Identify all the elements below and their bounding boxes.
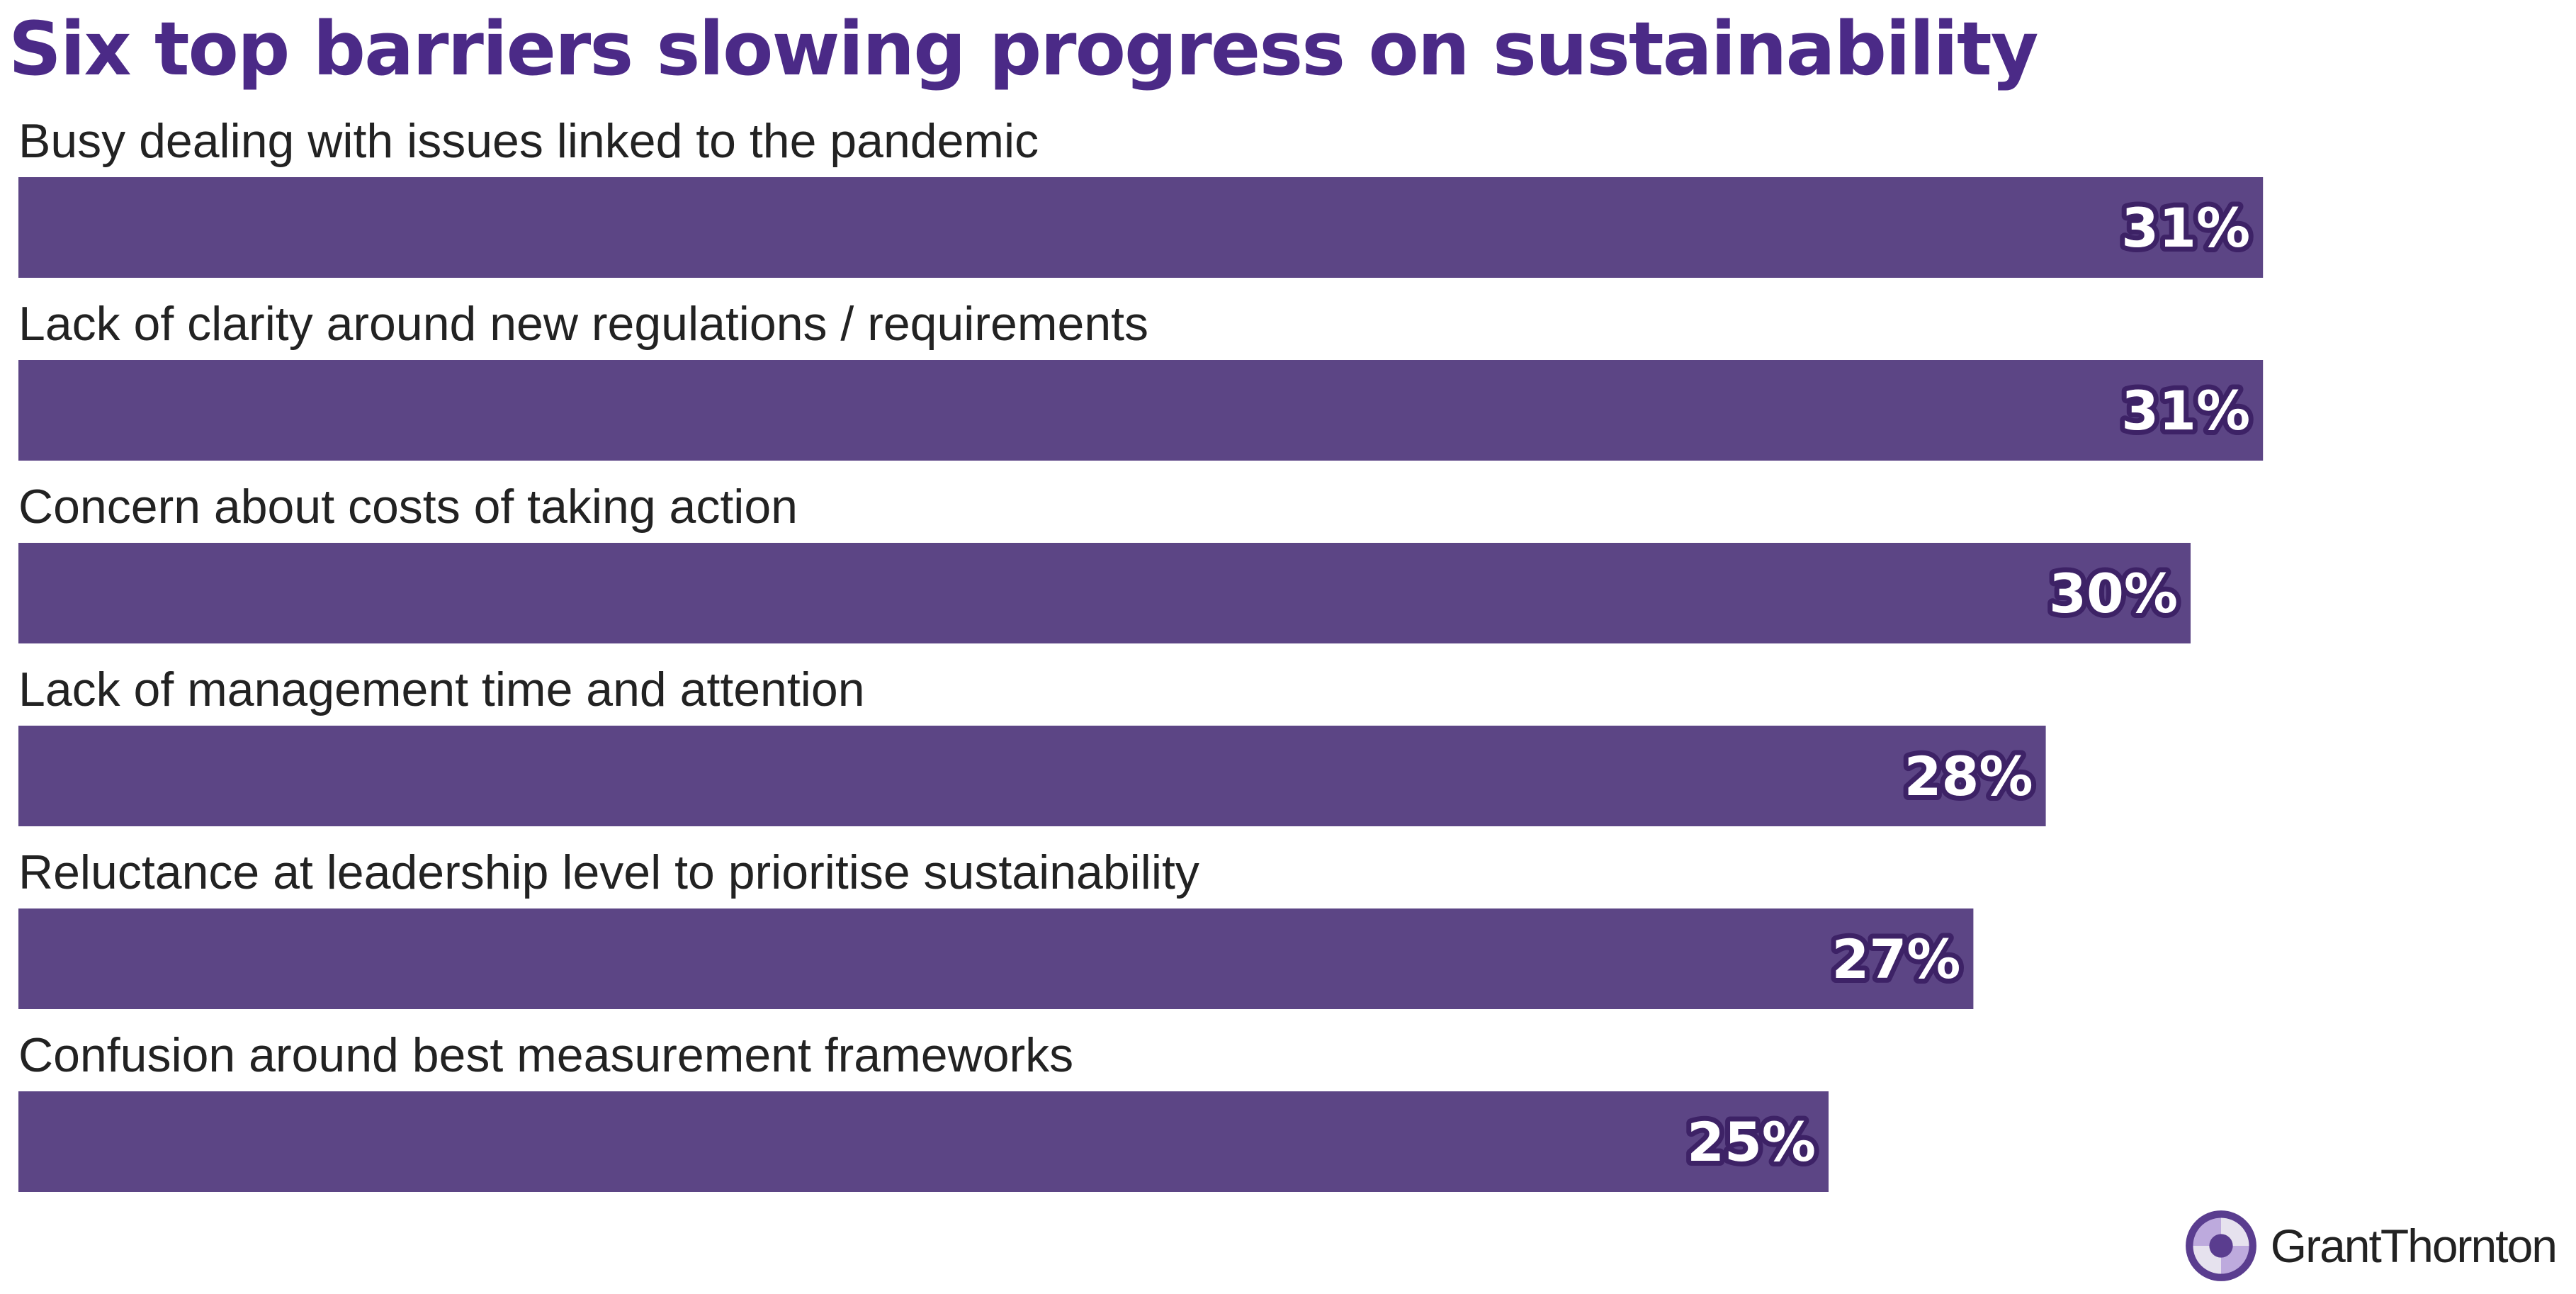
bar-value-label: 31%	[2121, 379, 2250, 442]
bar-value-label: 30%	[2049, 562, 2178, 625]
bar-label: Concern about costs of taking action	[18, 480, 798, 534]
bar	[18, 543, 2191, 643]
bar-label: Lack of clarity around new regulations /…	[18, 297, 1148, 351]
bar-value-label: 25%	[1687, 1110, 1816, 1174]
bar-label: Lack of management time and attention	[18, 663, 865, 716]
bar	[18, 908, 1974, 1009]
bar-value-label: 28%	[1904, 745, 2033, 808]
bar-value-label: 27%	[1831, 928, 1960, 991]
grant-thornton-logo: GrantThornton	[2184, 1209, 2558, 1283]
bar-label: Reluctance at leadership level to priori…	[18, 845, 1199, 899]
brand-name: GrantThornton	[2270, 1220, 2558, 1272]
bar-label: Confusion around best measurement framew…	[18, 1028, 1073, 1082]
chart-title: Six top barriers slowing progress on sus…	[9, 6, 2039, 92]
bar-value-label: 31%	[2121, 196, 2250, 259]
bar	[18, 360, 2264, 461]
bar	[18, 177, 2264, 278]
bar	[18, 726, 2046, 826]
grant-thornton-logo-icon	[2185, 1210, 2256, 1281]
bar	[18, 1091, 1829, 1192]
bar-label: Busy dealing with issues linked to the p…	[18, 114, 1039, 168]
